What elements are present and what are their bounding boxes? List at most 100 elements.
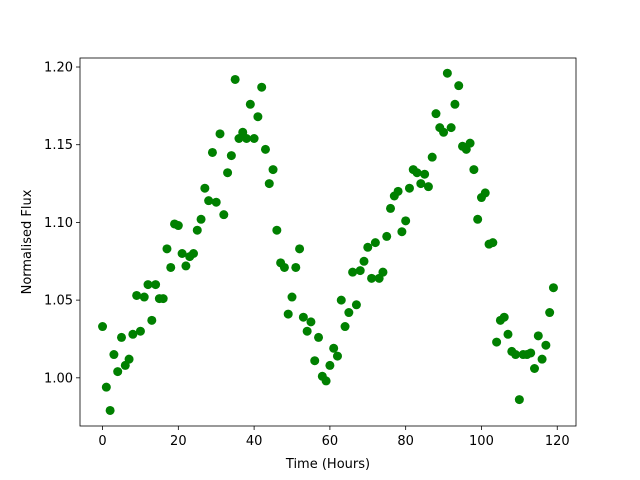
point <box>98 322 108 332</box>
point <box>348 267 358 277</box>
y-tick-label: 1.15 <box>44 138 73 153</box>
point <box>404 183 414 193</box>
x-tick-label: 40 <box>246 434 263 449</box>
point <box>423 182 433 192</box>
point <box>537 354 547 364</box>
point <box>329 343 339 353</box>
x-tick-label: 80 <box>397 434 414 449</box>
point <box>393 186 403 196</box>
point <box>113 367 123 377</box>
point <box>340 322 350 332</box>
point <box>268 165 278 175</box>
point <box>530 364 540 373</box>
point <box>503 329 513 339</box>
point <box>295 244 305 254</box>
point <box>488 238 498 248</box>
point <box>173 221 183 231</box>
point <box>192 225 202 235</box>
point <box>382 231 392 241</box>
point <box>454 81 464 91</box>
point <box>321 376 331 386</box>
y-axis-label: Normalised Flux <box>20 189 35 294</box>
point <box>139 292 149 302</box>
point <box>420 169 430 179</box>
point <box>105 405 115 415</box>
point <box>257 82 267 92</box>
point <box>446 123 456 133</box>
y-tick-label: 1.20 <box>44 61 73 76</box>
point <box>359 256 369 266</box>
x-axis-label: Time (Hours) <box>285 457 370 472</box>
point <box>355 266 365 276</box>
x-tick-label: 20 <box>170 434 187 449</box>
point <box>109 350 119 360</box>
point <box>162 244 172 254</box>
point <box>427 152 437 162</box>
point <box>181 261 191 271</box>
point <box>264 179 274 189</box>
point <box>378 267 388 277</box>
point <box>272 225 282 235</box>
point <box>306 317 316 327</box>
point <box>219 210 229 220</box>
point <box>253 112 263 122</box>
point <box>211 197 221 207</box>
point <box>166 262 176 272</box>
point <box>158 294 168 304</box>
point <box>128 329 138 339</box>
point <box>283 309 293 319</box>
point <box>412 168 422 178</box>
point <box>242 134 252 143</box>
point <box>370 238 380 248</box>
point <box>226 151 236 161</box>
point <box>302 326 312 336</box>
point <box>101 382 111 392</box>
x-tick-label: 0 <box>98 434 106 449</box>
point <box>450 99 460 109</box>
point <box>223 168 233 178</box>
point <box>363 242 373 252</box>
point <box>526 348 536 358</box>
point <box>442 68 452 78</box>
point <box>279 262 289 272</box>
point <box>249 134 259 143</box>
point <box>401 216 411 226</box>
point <box>260 144 270 154</box>
point <box>314 332 324 342</box>
point <box>386 203 396 213</box>
point <box>548 283 558 293</box>
point <box>245 99 255 109</box>
point <box>291 262 301 272</box>
point <box>431 109 441 119</box>
point <box>416 179 426 189</box>
point <box>215 129 225 139</box>
point <box>298 312 308 322</box>
point <box>514 395 524 405</box>
point <box>310 356 320 366</box>
point <box>499 312 509 322</box>
point <box>541 340 551 350</box>
point <box>200 183 210 193</box>
x-tick-label: 60 <box>322 434 339 449</box>
point <box>143 280 153 290</box>
y-tick-label: 1.10 <box>44 216 73 231</box>
point <box>367 273 377 283</box>
point <box>545 308 555 318</box>
point <box>124 354 134 364</box>
point <box>188 249 198 258</box>
point <box>492 337 502 347</box>
point <box>325 360 335 370</box>
point <box>469 165 479 175</box>
point <box>439 127 449 137</box>
point <box>511 350 521 360</box>
point <box>351 300 361 310</box>
point <box>132 290 142 300</box>
point <box>151 280 161 290</box>
y-tick-label: 1.00 <box>44 371 73 386</box>
point <box>287 292 297 302</box>
point <box>480 188 490 198</box>
x-tick-label: 120 <box>545 434 570 449</box>
point <box>344 308 354 318</box>
point <box>177 249 187 258</box>
